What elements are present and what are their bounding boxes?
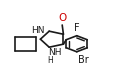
Text: NH: NH — [48, 48, 62, 57]
Text: Br: Br — [78, 55, 89, 65]
Text: O: O — [58, 13, 66, 23]
Text: H: H — [47, 56, 53, 65]
Text: HN: HN — [31, 26, 45, 35]
Text: F: F — [74, 22, 80, 33]
